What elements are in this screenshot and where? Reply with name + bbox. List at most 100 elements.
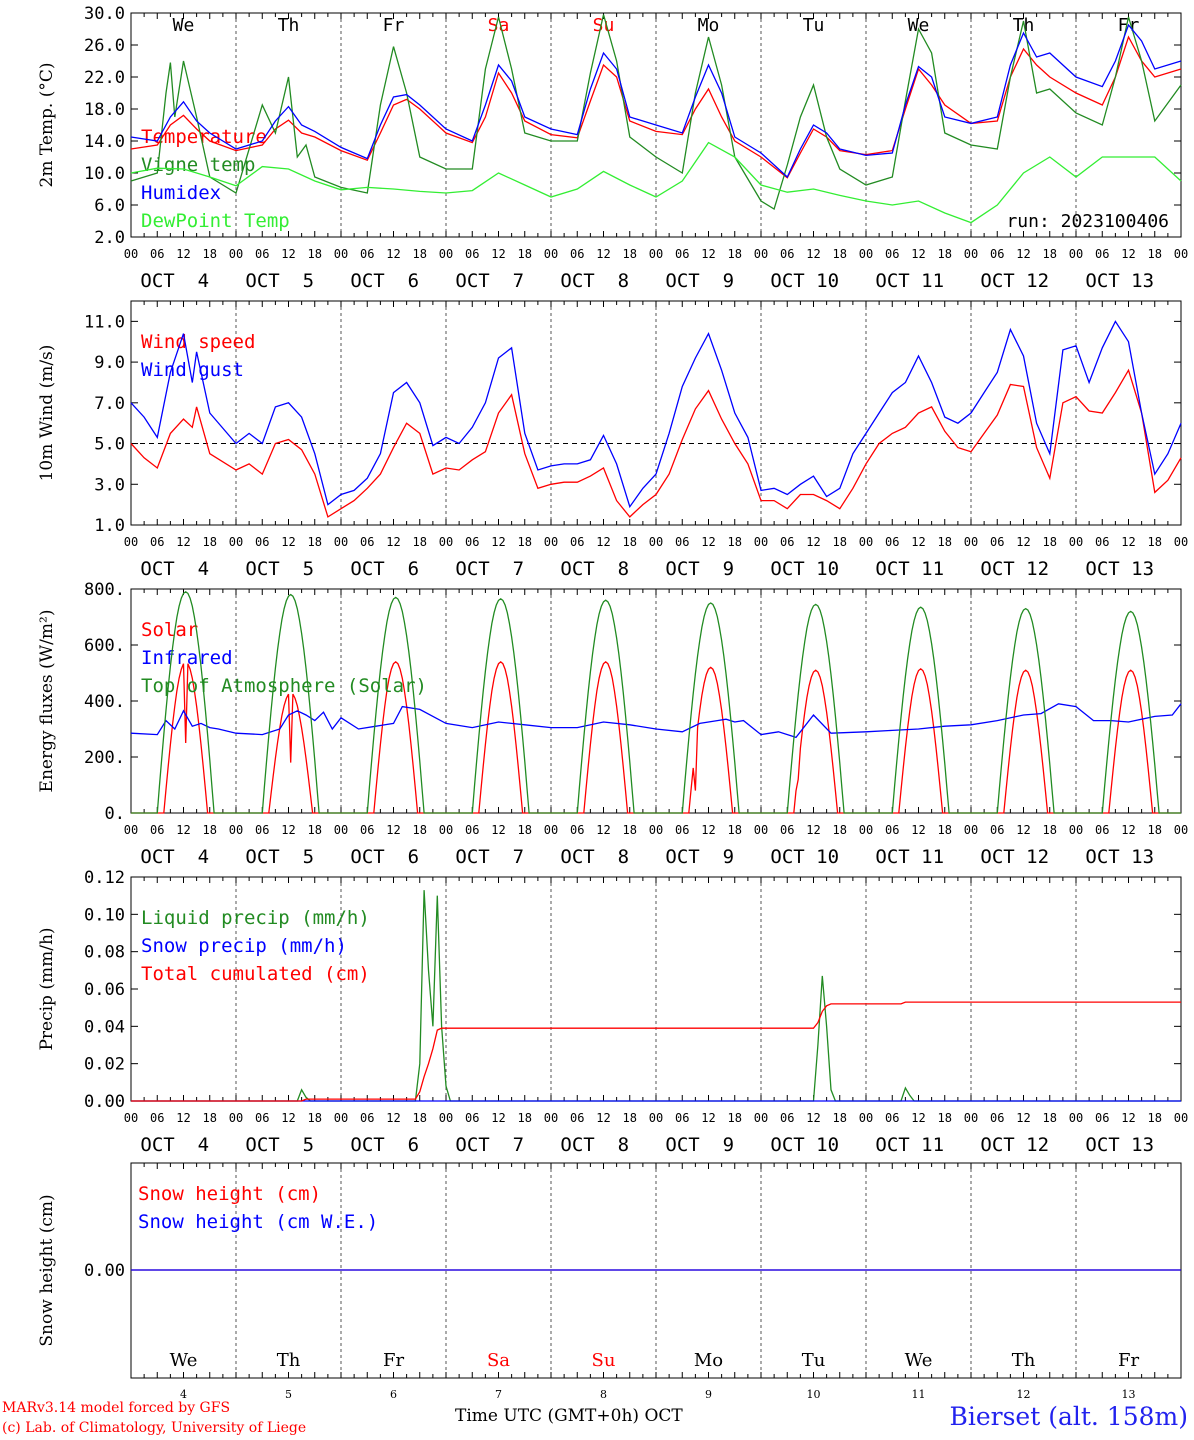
hour-tick-label: 12 xyxy=(1016,535,1030,549)
hour-tick-label: 00 xyxy=(334,1111,348,1125)
legend-entry: Wind speed xyxy=(141,331,255,353)
y-tick-label: 26.0 xyxy=(84,36,125,56)
day-name: Sa xyxy=(487,1350,510,1371)
hour-tick-label: 06 xyxy=(675,247,689,261)
date-label: OCT 7 xyxy=(455,1134,524,1156)
y-tick-label: 9.0 xyxy=(94,353,125,373)
hour-tick-label: 00 xyxy=(859,535,873,549)
hour-tick-label: 06 xyxy=(1095,247,1109,261)
hour-tick-label: 12 xyxy=(806,247,820,261)
day-number: 6 xyxy=(390,1388,397,1401)
hour-tick-label: 18 xyxy=(1043,535,1057,549)
hour-tick-label: 06 xyxy=(360,1111,374,1125)
hour-tick-label: 12 xyxy=(1016,1111,1030,1125)
date-label: OCT 9 xyxy=(665,270,734,292)
hour-tick-label: 18 xyxy=(413,823,427,837)
hour-tick-label: 06 xyxy=(570,247,584,261)
y-tick-label: 7.0 xyxy=(94,394,125,414)
y-tick-label: 11.0 xyxy=(84,312,125,332)
hour-tick-label: 18 xyxy=(413,1111,427,1125)
hour-tick-label: 18 xyxy=(1043,823,1057,837)
hour-tick-label: 00 xyxy=(334,823,348,837)
hour-tick-label: 12 xyxy=(1016,823,1030,837)
series-line xyxy=(130,320,1182,509)
hour-tick-label: 00 xyxy=(544,535,558,549)
hour-tick-label: 06 xyxy=(885,823,899,837)
hour-tick-label: 06 xyxy=(255,535,269,549)
panel-2: 1.0 3.0 5.0 7.0 9.0 11.0 10m Wind (m/s) 00 06 12 1… xyxy=(37,300,1188,580)
legend-entry: Snow precip (mm/h) xyxy=(141,935,347,957)
day-name: Tu xyxy=(803,15,825,36)
hour-tick-label: 06 xyxy=(360,823,374,837)
hour-tick-label: 00 xyxy=(1069,535,1083,549)
hour-tick-label: 18 xyxy=(203,247,217,261)
y-tick-label: 14.0 xyxy=(84,132,125,152)
y-tick-label: 3.0 xyxy=(94,475,125,495)
hour-tick-label: 00 xyxy=(649,247,663,261)
legend-entry: Temperature xyxy=(141,126,267,148)
series-line xyxy=(131,590,1181,814)
y-tick-label: 0.08 xyxy=(84,943,125,963)
hour-tick-label: 18 xyxy=(518,247,532,261)
day-name: We xyxy=(170,1350,198,1371)
y-tick-label: 0.12 xyxy=(84,868,125,888)
date-label: OCT 4 xyxy=(140,270,209,292)
date-label: OCT 4 xyxy=(140,1134,209,1156)
hour-tick-label: 12 xyxy=(596,535,610,549)
hour-tick-label: 06 xyxy=(885,247,899,261)
hour-tick-label: 12 xyxy=(596,247,610,261)
model-credit: MARv3.14 model forced by GFS xyxy=(2,1400,231,1416)
hour-tick-label: 00 xyxy=(1069,247,1083,261)
hour-tick-label: 18 xyxy=(308,823,322,837)
y-tick-label: 200. xyxy=(84,748,125,768)
hour-tick-label: 18 xyxy=(728,1111,742,1125)
hour-tick-label: 12 xyxy=(806,1111,820,1125)
hour-tick-label: 18 xyxy=(728,823,742,837)
hour-tick-label: 00 xyxy=(544,823,558,837)
hour-tick-label: 12 xyxy=(1121,247,1135,261)
hour-tick-label: 00 xyxy=(124,247,138,261)
date-label: OCT 9 xyxy=(665,1134,734,1156)
hour-tick-label: 18 xyxy=(413,535,427,549)
hour-tick-label: 06 xyxy=(570,1111,584,1125)
hour-tick-label: 18 xyxy=(833,823,847,837)
hour-tick-label: 00 xyxy=(439,247,453,261)
lab-credit: (c) Lab. of Climatology, University of L… xyxy=(2,1420,307,1436)
hour-tick-label: 06 xyxy=(990,247,1004,261)
hour-tick-label: 12 xyxy=(596,1111,610,1125)
hour-tick-label: 00 xyxy=(754,1111,768,1125)
hour-tick-label: 06 xyxy=(465,535,479,549)
date-label: OCT 10 xyxy=(770,846,839,868)
hour-tick-label: 00 xyxy=(754,823,768,837)
day-name: Tu xyxy=(802,1350,826,1371)
day-number: 11 xyxy=(912,1388,926,1401)
series-line xyxy=(130,703,1182,739)
hour-tick-label: 18 xyxy=(938,535,952,549)
hour-tick-label: 12 xyxy=(281,1111,295,1125)
y-axis-title: Precip (mm/h) xyxy=(37,927,57,1050)
series-line xyxy=(130,14,1182,210)
date-label: OCT 10 xyxy=(770,558,839,580)
hour-tick-label: 06 xyxy=(255,247,269,261)
y-tick-label: 22.0 xyxy=(84,68,125,88)
hour-tick-label: 00 xyxy=(649,823,663,837)
hour-tick-label: 00 xyxy=(964,535,978,549)
y-axis-title: 2m Temp. (°C) xyxy=(37,62,57,187)
series-line xyxy=(130,368,1182,518)
hour-tick-label: 12 xyxy=(176,247,190,261)
hour-tick-label: 06 xyxy=(675,823,689,837)
day-name: We xyxy=(905,1350,933,1371)
day-number: 5 xyxy=(285,1388,292,1401)
day-name: Th xyxy=(1012,1350,1036,1371)
hour-tick-label: 00 xyxy=(964,823,978,837)
panel-4: 0.00 0.02 0.04 0.06 0.08 0.10 0.12 Precip (mm/h… xyxy=(37,868,1188,1156)
hour-tick-label: 06 xyxy=(255,1111,269,1125)
series-line xyxy=(131,1001,1181,1102)
y-tick-label: 0.00 xyxy=(84,1092,125,1112)
date-label: OCT 12 xyxy=(980,558,1049,580)
date-label: OCT 5 xyxy=(245,1134,314,1156)
hour-tick-label: 06 xyxy=(885,1111,899,1125)
hour-tick-label: 12 xyxy=(806,823,820,837)
hour-tick-label: 06 xyxy=(465,1111,479,1125)
y-axis-title: Energy fluxes (W/m²) xyxy=(37,610,57,793)
